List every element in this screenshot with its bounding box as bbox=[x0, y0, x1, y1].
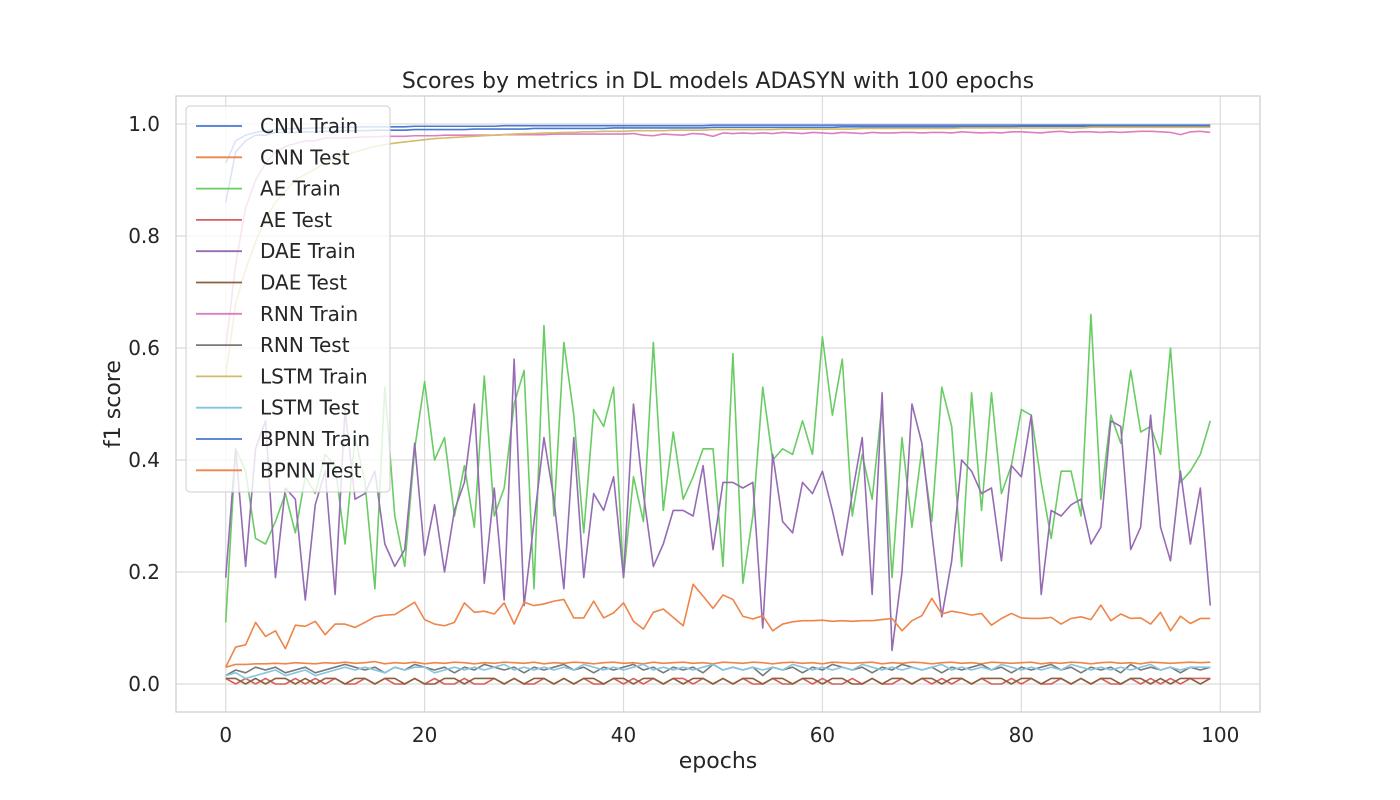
chart-title: Scores by metrics in DL models ADASYN wi… bbox=[402, 69, 1034, 94]
legend-box bbox=[185, 105, 391, 493]
legend-label: CNN Test bbox=[260, 145, 350, 169]
legend-label: DAE Test bbox=[260, 271, 347, 295]
y-axis-label: f1 score bbox=[101, 360, 126, 448]
x-tick-label: 40 bbox=[611, 723, 636, 747]
legend-label: AE Train bbox=[260, 177, 341, 201]
series-line-5 bbox=[225, 677, 1211, 685]
y-tick-label: 0.4 bbox=[128, 448, 160, 472]
series-line-9 bbox=[225, 663, 1211, 680]
plot-frame bbox=[175, 95, 1261, 713]
legend: CNN Train CNN Test AE Train AE Test DAE Trai… bbox=[185, 105, 391, 493]
legend-label: BPNN Test bbox=[260, 458, 362, 482]
x-tick-label: 0 bbox=[219, 723, 232, 747]
legend-label: BPNN Train bbox=[260, 427, 370, 451]
x-tick-label: 80 bbox=[1009, 723, 1034, 747]
y-tick-label: 0.0 bbox=[128, 672, 160, 696]
y-axis-ticks: 0.0 0.2 0.4 0.6 0.8 1.0 bbox=[128, 112, 160, 696]
x-tick-label: 20 bbox=[412, 723, 437, 747]
legend-label: RNN Test bbox=[260, 333, 350, 357]
legend-label: CNN Train bbox=[260, 114, 358, 138]
legend-label: RNN Train bbox=[260, 302, 358, 326]
y-tick-label: 0.2 bbox=[128, 560, 160, 584]
series-line-1 bbox=[225, 660, 1211, 668]
legend-label: LSTM Test bbox=[260, 396, 359, 420]
legend-label: AE Test bbox=[260, 208, 332, 232]
y-tick-label: 1.0 bbox=[128, 112, 160, 136]
x-tick-label: 60 bbox=[810, 723, 835, 747]
series-line-4 bbox=[224, 358, 1212, 652]
x-axis-label: epochs bbox=[679, 749, 757, 774]
y-tick-label: 0.6 bbox=[128, 336, 160, 360]
legend-label: DAE Train bbox=[260, 239, 356, 263]
legend-label: LSTM Train bbox=[260, 364, 368, 388]
x-tick-label: 100 bbox=[1201, 723, 1239, 747]
y-tick-label: 0.8 bbox=[128, 224, 160, 248]
x-axis-ticks: 0 20 40 60 80 100 bbox=[219, 723, 1239, 747]
series-line-11 bbox=[225, 583, 1211, 668]
